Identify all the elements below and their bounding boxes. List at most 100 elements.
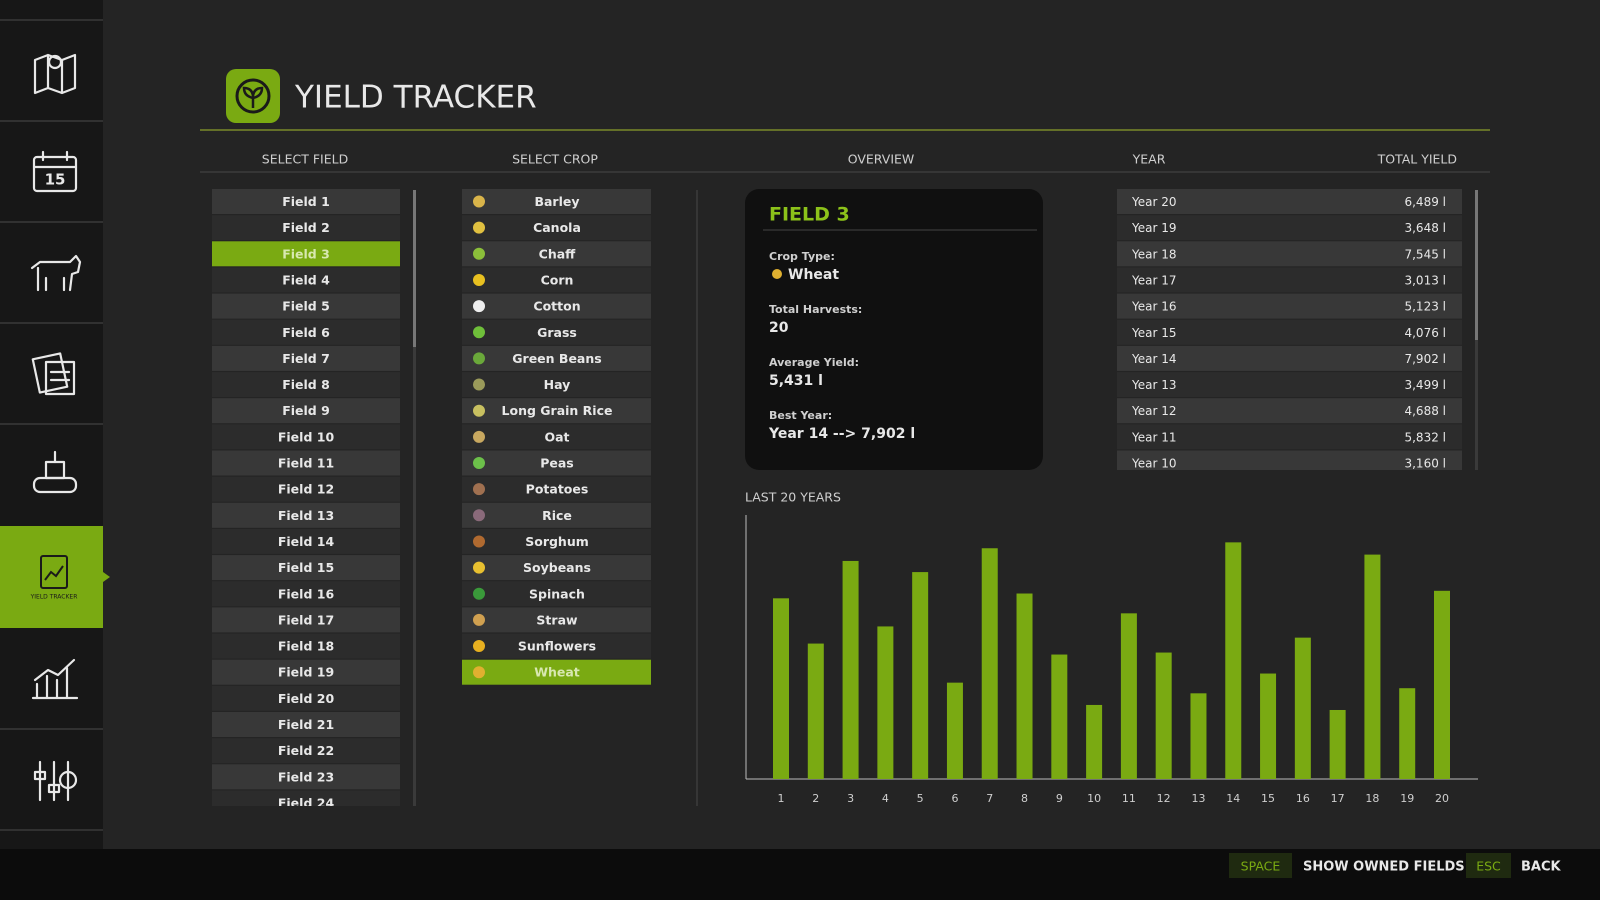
field-row[interactable] bbox=[212, 738, 400, 764]
key-label[interactable]: SPACE bbox=[1241, 859, 1281, 874]
field-row[interactable] bbox=[212, 241, 400, 267]
field-row[interactable] bbox=[212, 607, 400, 633]
field-row[interactable] bbox=[212, 712, 400, 737]
year-label: Year 18 bbox=[1131, 247, 1177, 261]
field-row[interactable] bbox=[212, 398, 400, 424]
hint-label[interactable]: BACK bbox=[1521, 860, 1562, 875]
field-row[interactable] bbox=[212, 659, 400, 685]
crop-row[interactable] bbox=[462, 398, 651, 424]
nav-statistics[interactable] bbox=[31, 658, 79, 700]
field-row[interactable] bbox=[212, 293, 400, 319]
crop-row[interactable] bbox=[462, 345, 651, 371]
field-row[interactable] bbox=[212, 189, 400, 214]
hint-label[interactable]: SHOW OWNED FIELDS bbox=[1303, 860, 1465, 875]
year-row bbox=[1117, 189, 1462, 214]
column-header: SELECT CROP bbox=[512, 152, 598, 167]
field-row[interactable] bbox=[212, 345, 400, 371]
crop-row[interactable] bbox=[462, 555, 651, 581]
nav-calendar[interactable]: 15 bbox=[32, 150, 78, 193]
crop-row[interactable] bbox=[462, 607, 651, 633]
field-label: Field 11 bbox=[278, 456, 334, 471]
key-badge[interactable] bbox=[1466, 853, 1511, 878]
crop-icon bbox=[473, 535, 485, 548]
field-row[interactable] bbox=[212, 685, 400, 711]
field-row[interactable] bbox=[212, 528, 400, 554]
field-row[interactable] bbox=[212, 502, 400, 528]
sidebar-dividers bbox=[0, 19, 103, 831]
year-label: Year 11 bbox=[1131, 430, 1177, 444]
crop-row[interactable] bbox=[462, 659, 651, 685]
field-row[interactable] bbox=[212, 790, 400, 815]
crop-icon bbox=[473, 457, 485, 469]
nav-production[interactable] bbox=[32, 450, 78, 494]
crop-row[interactable] bbox=[462, 293, 651, 319]
year-label: Year 17 bbox=[1131, 273, 1177, 287]
crop-row[interactable] bbox=[462, 476, 651, 502]
field-row[interactable] bbox=[212, 267, 400, 293]
field-label: Field 18 bbox=[278, 639, 334, 654]
crop-icon bbox=[473, 300, 485, 313]
crop-row[interactable] bbox=[462, 319, 651, 345]
year-label: Year 14 bbox=[1131, 352, 1177, 366]
crop-label: Cotton bbox=[533, 299, 580, 314]
crop-row[interactable] bbox=[462, 502, 651, 528]
bar bbox=[1155, 652, 1172, 779]
nav-yield-tracker[interactable] bbox=[40, 555, 68, 589]
field-label: Field 17 bbox=[278, 612, 334, 627]
field-scrollbar[interactable] bbox=[413, 190, 416, 806]
field-scroll-thumb[interactable] bbox=[413, 190, 416, 347]
field-row[interactable] bbox=[212, 633, 400, 659]
bar bbox=[912, 572, 929, 779]
crop-row[interactable] bbox=[462, 633, 651, 659]
field-label: Field 2 bbox=[282, 220, 330, 235]
crop-row[interactable] bbox=[462, 241, 651, 267]
field-row[interactable] bbox=[212, 476, 400, 502]
field-row[interactable] bbox=[212, 424, 400, 450]
crop-row[interactable] bbox=[462, 189, 651, 214]
key-badge[interactable] bbox=[1229, 853, 1292, 878]
overview-label: Crop Type: bbox=[769, 250, 835, 263]
crop-icon bbox=[473, 561, 485, 574]
field-label: Field 14 bbox=[278, 534, 335, 549]
nav-map[interactable] bbox=[33, 53, 77, 95]
year-scroll-thumb[interactable] bbox=[1475, 190, 1478, 340]
field-row[interactable] bbox=[212, 581, 400, 607]
nav-contracts[interactable] bbox=[31, 352, 76, 396]
x-tick-label: 19 bbox=[1400, 792, 1414, 805]
field-row[interactable] bbox=[212, 555, 400, 581]
field-list: Field 1 Field 2 Field 3 Field 4 Field 5 Field… bbox=[212, 189, 400, 815]
crop-row[interactable] bbox=[462, 215, 651, 241]
nav-active-bg[interactable] bbox=[0, 526, 103, 628]
crop-row[interactable] bbox=[462, 372, 651, 398]
field-row[interactable] bbox=[212, 450, 400, 476]
crop-row[interactable] bbox=[462, 528, 651, 554]
overview-label: Total Harvests: bbox=[769, 303, 862, 316]
nav-active-arrow bbox=[103, 572, 110, 582]
x-tick-label: 20 bbox=[1435, 792, 1449, 805]
bar bbox=[981, 548, 998, 779]
x-tick-label: 1 bbox=[778, 792, 785, 805]
crop-label: Oat bbox=[544, 429, 569, 444]
crop-row[interactable] bbox=[462, 581, 651, 607]
x-tick-label: 5 bbox=[917, 792, 924, 805]
bar bbox=[1016, 593, 1033, 779]
yield-value: 3,648 l bbox=[1404, 221, 1446, 235]
key-label[interactable]: ESC bbox=[1476, 859, 1501, 874]
year-row bbox=[1117, 241, 1462, 267]
nav-animals[interactable] bbox=[30, 254, 82, 292]
crop-row[interactable] bbox=[462, 450, 651, 476]
field-row[interactable] bbox=[212, 319, 400, 345]
year-label: Year 13 bbox=[1131, 378, 1177, 392]
year-table: Year 20 6,489 l Year 19 3,648 l Year 18 7,545… bbox=[1117, 189, 1462, 470]
field-row[interactable] bbox=[212, 215, 400, 241]
field-row[interactable] bbox=[212, 372, 400, 398]
nav-settings[interactable] bbox=[33, 760, 78, 802]
crop-row[interactable] bbox=[462, 424, 651, 450]
field-label: Field 3 bbox=[282, 246, 330, 261]
crop-row[interactable] bbox=[462, 267, 651, 293]
year-row bbox=[1117, 450, 1462, 470]
year-label: Year 20 bbox=[1131, 195, 1177, 209]
field-label: Field 8 bbox=[282, 377, 330, 392]
field-label: Field 23 bbox=[278, 769, 334, 784]
field-row[interactable] bbox=[212, 764, 400, 790]
